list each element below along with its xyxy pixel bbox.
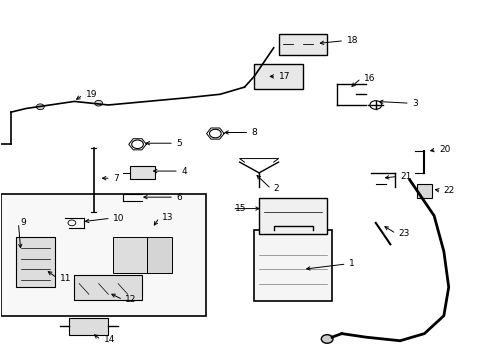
Circle shape — [321, 335, 332, 343]
Text: 19: 19 — [85, 90, 97, 99]
Text: 9: 9 — [21, 219, 26, 228]
Text: 22: 22 — [443, 186, 454, 195]
Bar — [416, 184, 431, 198]
Text: 3: 3 — [411, 99, 417, 108]
Text: 21: 21 — [399, 172, 410, 181]
Text: 17: 17 — [278, 72, 289, 81]
FancyBboxPatch shape — [254, 230, 331, 301]
Text: 1: 1 — [348, 260, 354, 269]
Bar — [74, 275, 142, 300]
Text: 16: 16 — [363, 74, 374, 83]
Text: 4: 4 — [181, 167, 186, 176]
Text: 15: 15 — [234, 204, 246, 213]
Text: 10: 10 — [113, 214, 124, 223]
Text: 5: 5 — [176, 139, 182, 148]
Text: 14: 14 — [103, 335, 115, 344]
FancyBboxPatch shape — [259, 198, 326, 234]
Circle shape — [36, 104, 44, 110]
Bar — [69, 318, 108, 336]
Text: 13: 13 — [162, 213, 173, 222]
Bar — [113, 237, 147, 273]
Text: 8: 8 — [251, 128, 257, 137]
Text: 20: 20 — [438, 145, 449, 154]
Text: 12: 12 — [125, 295, 137, 304]
Text: 2: 2 — [273, 184, 279, 193]
Bar — [147, 237, 171, 273]
FancyBboxPatch shape — [16, 237, 55, 287]
Text: 18: 18 — [346, 36, 357, 45]
FancyBboxPatch shape — [254, 64, 302, 89]
Text: 11: 11 — [60, 274, 71, 283]
Text: 6: 6 — [176, 193, 182, 202]
Bar — [1, 194, 205, 316]
Circle shape — [95, 100, 102, 106]
FancyBboxPatch shape — [278, 33, 326, 55]
Text: 7: 7 — [113, 174, 119, 183]
Text: 23: 23 — [398, 229, 409, 238]
Bar — [130, 166, 154, 179]
